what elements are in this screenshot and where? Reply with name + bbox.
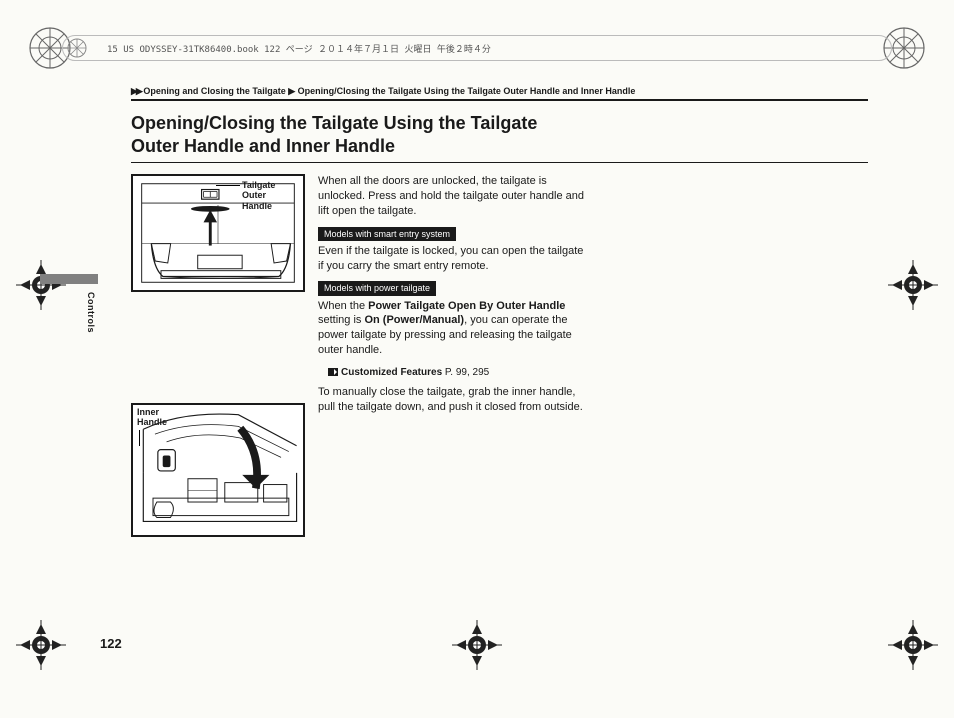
crosshair-bottomcenter bbox=[452, 620, 502, 670]
section-tab-label: Controls bbox=[86, 292, 96, 333]
section-tab-marker bbox=[40, 274, 98, 284]
print-header-icon bbox=[67, 38, 87, 58]
figure1-callout-l2: Outer bbox=[242, 190, 266, 200]
crosshair-right bbox=[888, 260, 938, 310]
breadcrumb-level2: Opening/Closing the Tailgate Using the T… bbox=[298, 86, 636, 96]
title-underline bbox=[131, 162, 868, 163]
page-title-line2: Outer Handle and Inner Handle bbox=[131, 136, 395, 156]
page-title: Opening/Closing the Tailgate Using the T… bbox=[131, 112, 537, 157]
figure2-callout: Inner Handle bbox=[137, 408, 167, 428]
figure1-callout: Tailgate Outer Handle bbox=[242, 180, 312, 211]
xref-customized-features: Customized Features P. 99, 295 bbox=[328, 366, 586, 380]
figure2-callout-l2: Handle bbox=[137, 417, 167, 427]
breadcrumb-arrow-icon: ▶▶ bbox=[131, 86, 141, 96]
badge-smart-entry: Models with smart entry system bbox=[318, 227, 456, 241]
xref-pages: P. 99, 295 bbox=[442, 367, 489, 378]
body-column: When all the doors are unlocked, the tai… bbox=[318, 174, 586, 423]
breadcrumb-level1: Opening and Closing the Tailgate bbox=[143, 86, 285, 96]
breadcrumb: ▶▶ Opening and Closing the Tailgate ▶ Op… bbox=[131, 86, 868, 101]
print-header-bar: 15 US ODYSSEY-31TK86400.book 122 ページ ２０１… bbox=[62, 35, 892, 61]
breadcrumb-sep-icon: ▶ bbox=[288, 86, 295, 96]
crosshair-bottomleft bbox=[16, 620, 66, 670]
xref-label: Customized Features bbox=[341, 367, 442, 378]
figure1-callout-l3: Handle bbox=[242, 201, 272, 211]
paragraph-intro: When all the doors are unlocked, the tai… bbox=[318, 174, 586, 219]
badge-power-tailgate: Models with power tailgate bbox=[318, 281, 436, 295]
figure1-callout-l1: Tailgate bbox=[242, 180, 275, 190]
paragraph-manual-close: To manually close the tailgate, grab the… bbox=[318, 385, 586, 415]
crosshair-left bbox=[16, 260, 66, 310]
crosshair-bottomright bbox=[888, 620, 938, 670]
xref-icon bbox=[328, 368, 338, 376]
paragraph-smart-entry: Even if the tailgate is locked, you can … bbox=[318, 244, 586, 274]
paragraph-power-tailgate: When the Power Tailgate Open By Outer Ha… bbox=[318, 299, 586, 358]
figure2-callout-l1: Inner bbox=[137, 407, 159, 417]
print-header-text: 15 US ODYSSEY-31TK86400.book 122 ページ ２０１… bbox=[107, 42, 491, 55]
page-number: 122 bbox=[100, 636, 122, 651]
page-title-line1: Opening/Closing the Tailgate Using the T… bbox=[131, 113, 537, 133]
